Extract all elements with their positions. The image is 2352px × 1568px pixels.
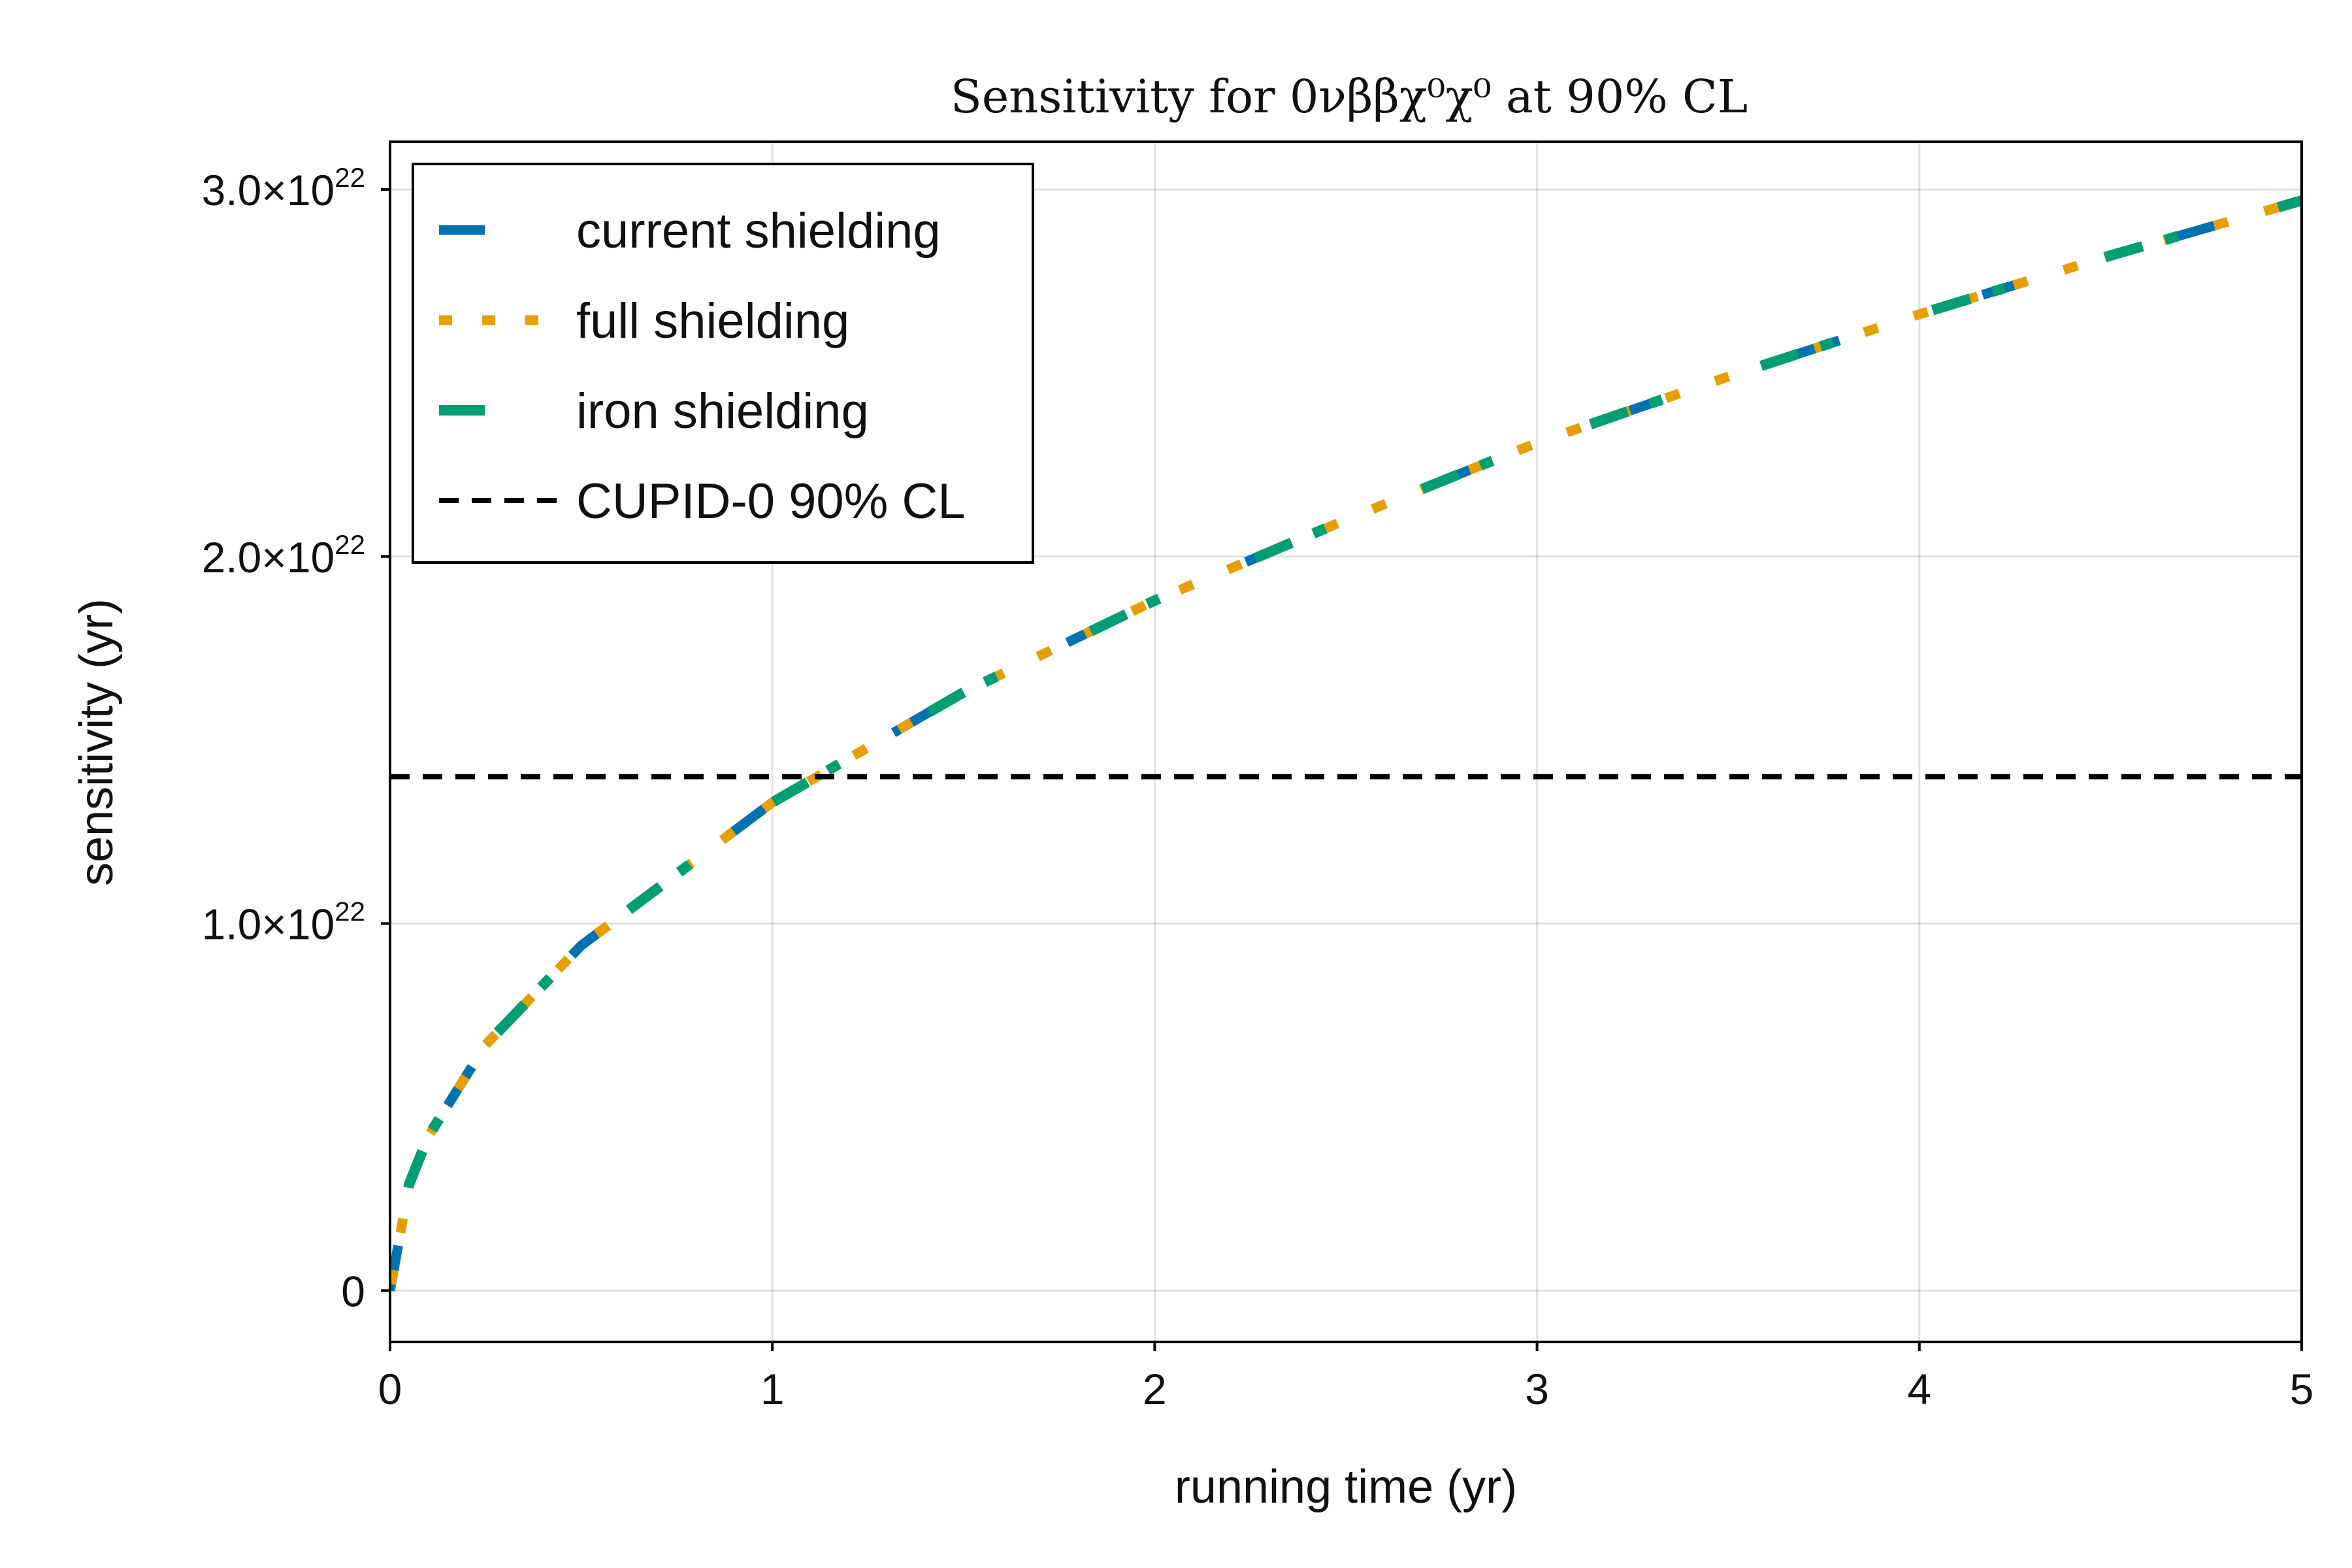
x-tick-label: 2	[1143, 1365, 1167, 1413]
legend-box	[412, 163, 1034, 564]
legend-label: CUPID-0 90% CL	[576, 474, 966, 529]
x-axis: 0 1 2 3 4 5	[378, 1342, 2314, 1413]
legend-label: full shielding	[576, 293, 849, 349]
y-tick-label: 1.0×1022	[202, 896, 365, 949]
x-tick-label: 4	[1907, 1365, 1931, 1413]
legend: current shielding full shielding iron shie…	[412, 163, 1034, 564]
x-tick-label: 1	[760, 1365, 785, 1413]
plot-area	[390, 195, 2302, 1292]
plot-frame	[389, 140, 2303, 1343]
y-axis-label: sensitivity (yr)	[71, 598, 123, 886]
chart-title: Sensitivity for 0νββχ⁰χ⁰ at 90% CL	[951, 70, 1748, 123]
legend-label: current shielding	[576, 203, 941, 259]
x-axis-label: running time (yr)	[1175, 1461, 1517, 1513]
y-tick-label: 0	[341, 1267, 365, 1315]
x-tick-label: 5	[2290, 1365, 2314, 1413]
x-tick-label: 0	[378, 1365, 402, 1413]
x-tick-label: 3	[1525, 1365, 1549, 1413]
series-line-iron-shielding	[390, 195, 2302, 1292]
legend-label: iron shielding	[576, 384, 869, 439]
